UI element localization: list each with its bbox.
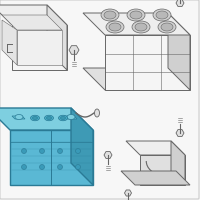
Polygon shape xyxy=(176,0,184,6)
Polygon shape xyxy=(47,5,67,70)
Ellipse shape xyxy=(15,114,23,119)
Polygon shape xyxy=(104,152,112,158)
Polygon shape xyxy=(2,15,62,30)
Polygon shape xyxy=(12,116,25,119)
Circle shape xyxy=(58,148,62,154)
Circle shape xyxy=(40,148,44,154)
Ellipse shape xyxy=(104,11,116,19)
Circle shape xyxy=(76,148,80,154)
Ellipse shape xyxy=(30,115,40,121)
Polygon shape xyxy=(71,108,93,185)
Ellipse shape xyxy=(44,115,54,121)
Ellipse shape xyxy=(158,21,176,33)
Polygon shape xyxy=(2,20,17,65)
Polygon shape xyxy=(121,171,190,185)
Ellipse shape xyxy=(67,114,75,119)
Ellipse shape xyxy=(106,21,124,33)
Polygon shape xyxy=(69,46,79,54)
Polygon shape xyxy=(64,116,77,119)
Polygon shape xyxy=(168,13,190,90)
Polygon shape xyxy=(12,25,67,70)
Ellipse shape xyxy=(161,23,173,31)
Ellipse shape xyxy=(95,109,100,117)
Circle shape xyxy=(22,164,26,170)
Polygon shape xyxy=(0,108,93,130)
Polygon shape xyxy=(171,141,185,185)
Ellipse shape xyxy=(156,11,168,19)
Polygon shape xyxy=(0,5,67,25)
Polygon shape xyxy=(140,155,185,185)
Circle shape xyxy=(58,164,62,170)
Circle shape xyxy=(76,164,80,170)
Polygon shape xyxy=(105,35,190,90)
Ellipse shape xyxy=(101,9,119,21)
Polygon shape xyxy=(10,130,93,185)
Ellipse shape xyxy=(132,21,150,33)
Polygon shape xyxy=(126,141,185,155)
Polygon shape xyxy=(83,13,190,35)
Ellipse shape xyxy=(46,116,52,119)
Ellipse shape xyxy=(153,9,171,21)
Ellipse shape xyxy=(135,23,147,31)
Ellipse shape xyxy=(127,9,145,21)
Polygon shape xyxy=(176,130,184,136)
Ellipse shape xyxy=(130,11,142,19)
Ellipse shape xyxy=(32,116,38,119)
Polygon shape xyxy=(83,68,190,90)
Ellipse shape xyxy=(109,23,121,31)
Ellipse shape xyxy=(60,116,66,119)
Circle shape xyxy=(22,148,26,154)
Circle shape xyxy=(40,164,44,170)
Polygon shape xyxy=(17,30,62,65)
Polygon shape xyxy=(124,190,132,196)
Ellipse shape xyxy=(58,115,68,121)
